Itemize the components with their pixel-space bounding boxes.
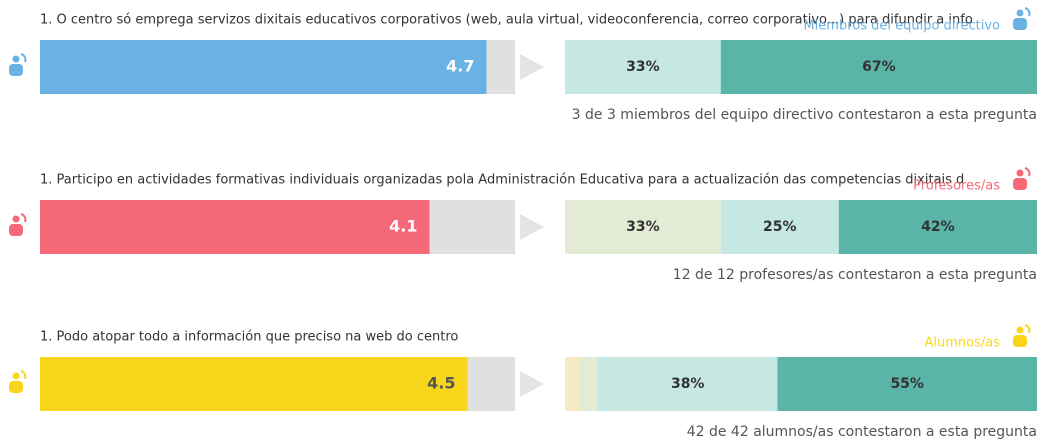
- score-bar: [40, 357, 468, 411]
- score-bar: [40, 40, 487, 94]
- icon-body: [1013, 18, 1027, 30]
- distribution-label: 33%: [626, 219, 660, 235]
- distribution-segment: [598, 357, 778, 411]
- arrow: [520, 54, 544, 80]
- distribution-label: 67%: [862, 59, 896, 75]
- icon-body: [9, 224, 23, 236]
- distribution-label: 55%: [890, 376, 924, 392]
- icon-arc: [20, 370, 27, 380]
- icon-body: [9, 381, 23, 393]
- icon-body: [1013, 178, 1027, 190]
- icon-body: [1013, 335, 1027, 347]
- respondents: 3 de 3 miembros del equipo directivo con…: [572, 107, 1037, 123]
- icon-head: [1016, 169, 1024, 177]
- distribution-segment: [720, 40, 1037, 94]
- question: 1. Podo atopar todo a información que pr…: [40, 330, 458, 345]
- distribution-segment: [720, 200, 839, 254]
- icon-head: [12, 55, 20, 63]
- respondents: 12 de 12 profesores/as contestaron a est…: [673, 267, 1037, 283]
- respondents: 42 de 42 alumnos/as contestaron a esta p…: [687, 424, 1037, 440]
- score-label: 4.1: [389, 217, 417, 236]
- icon-arc: [20, 53, 27, 63]
- distribution-label: 38%: [671, 376, 705, 392]
- score-label: 4.5: [427, 374, 455, 393]
- distribution-label: 25%: [763, 219, 797, 235]
- icon-arc: [1024, 324, 1031, 334]
- icon-body: [9, 64, 23, 76]
- arrow: [520, 214, 544, 240]
- question: 1. O centro só emprega servizos dixitais…: [40, 13, 973, 28]
- distribution-label: 42%: [921, 219, 955, 235]
- distribution-label: 33%: [626, 59, 660, 75]
- icon-head: [1016, 326, 1024, 334]
- icon-arc: [1024, 7, 1031, 17]
- distribution-segment: [565, 40, 721, 94]
- group-label: Alumnos/as: [925, 336, 1001, 351]
- icon-head: [1016, 9, 1024, 17]
- icon-arc: [20, 213, 27, 223]
- distribution-segment: [838, 200, 1037, 254]
- distribution-segment: [777, 357, 1037, 411]
- distribution-segment: [565, 200, 721, 254]
- question: 1. Participo en actividades formativas i…: [40, 173, 964, 188]
- distribution-segment: [579, 357, 599, 411]
- group-label: Profesores/as: [913, 179, 1000, 194]
- icon-head: [12, 372, 20, 380]
- score-label: 4.7: [446, 57, 474, 76]
- distribution-segment: [565, 357, 580, 411]
- arrow: [520, 371, 544, 397]
- score-bar: [40, 200, 430, 254]
- group-label: Miembros del equipo directivo: [803, 19, 1000, 34]
- icon-head: [12, 215, 20, 223]
- icon-arc: [1024, 167, 1031, 177]
